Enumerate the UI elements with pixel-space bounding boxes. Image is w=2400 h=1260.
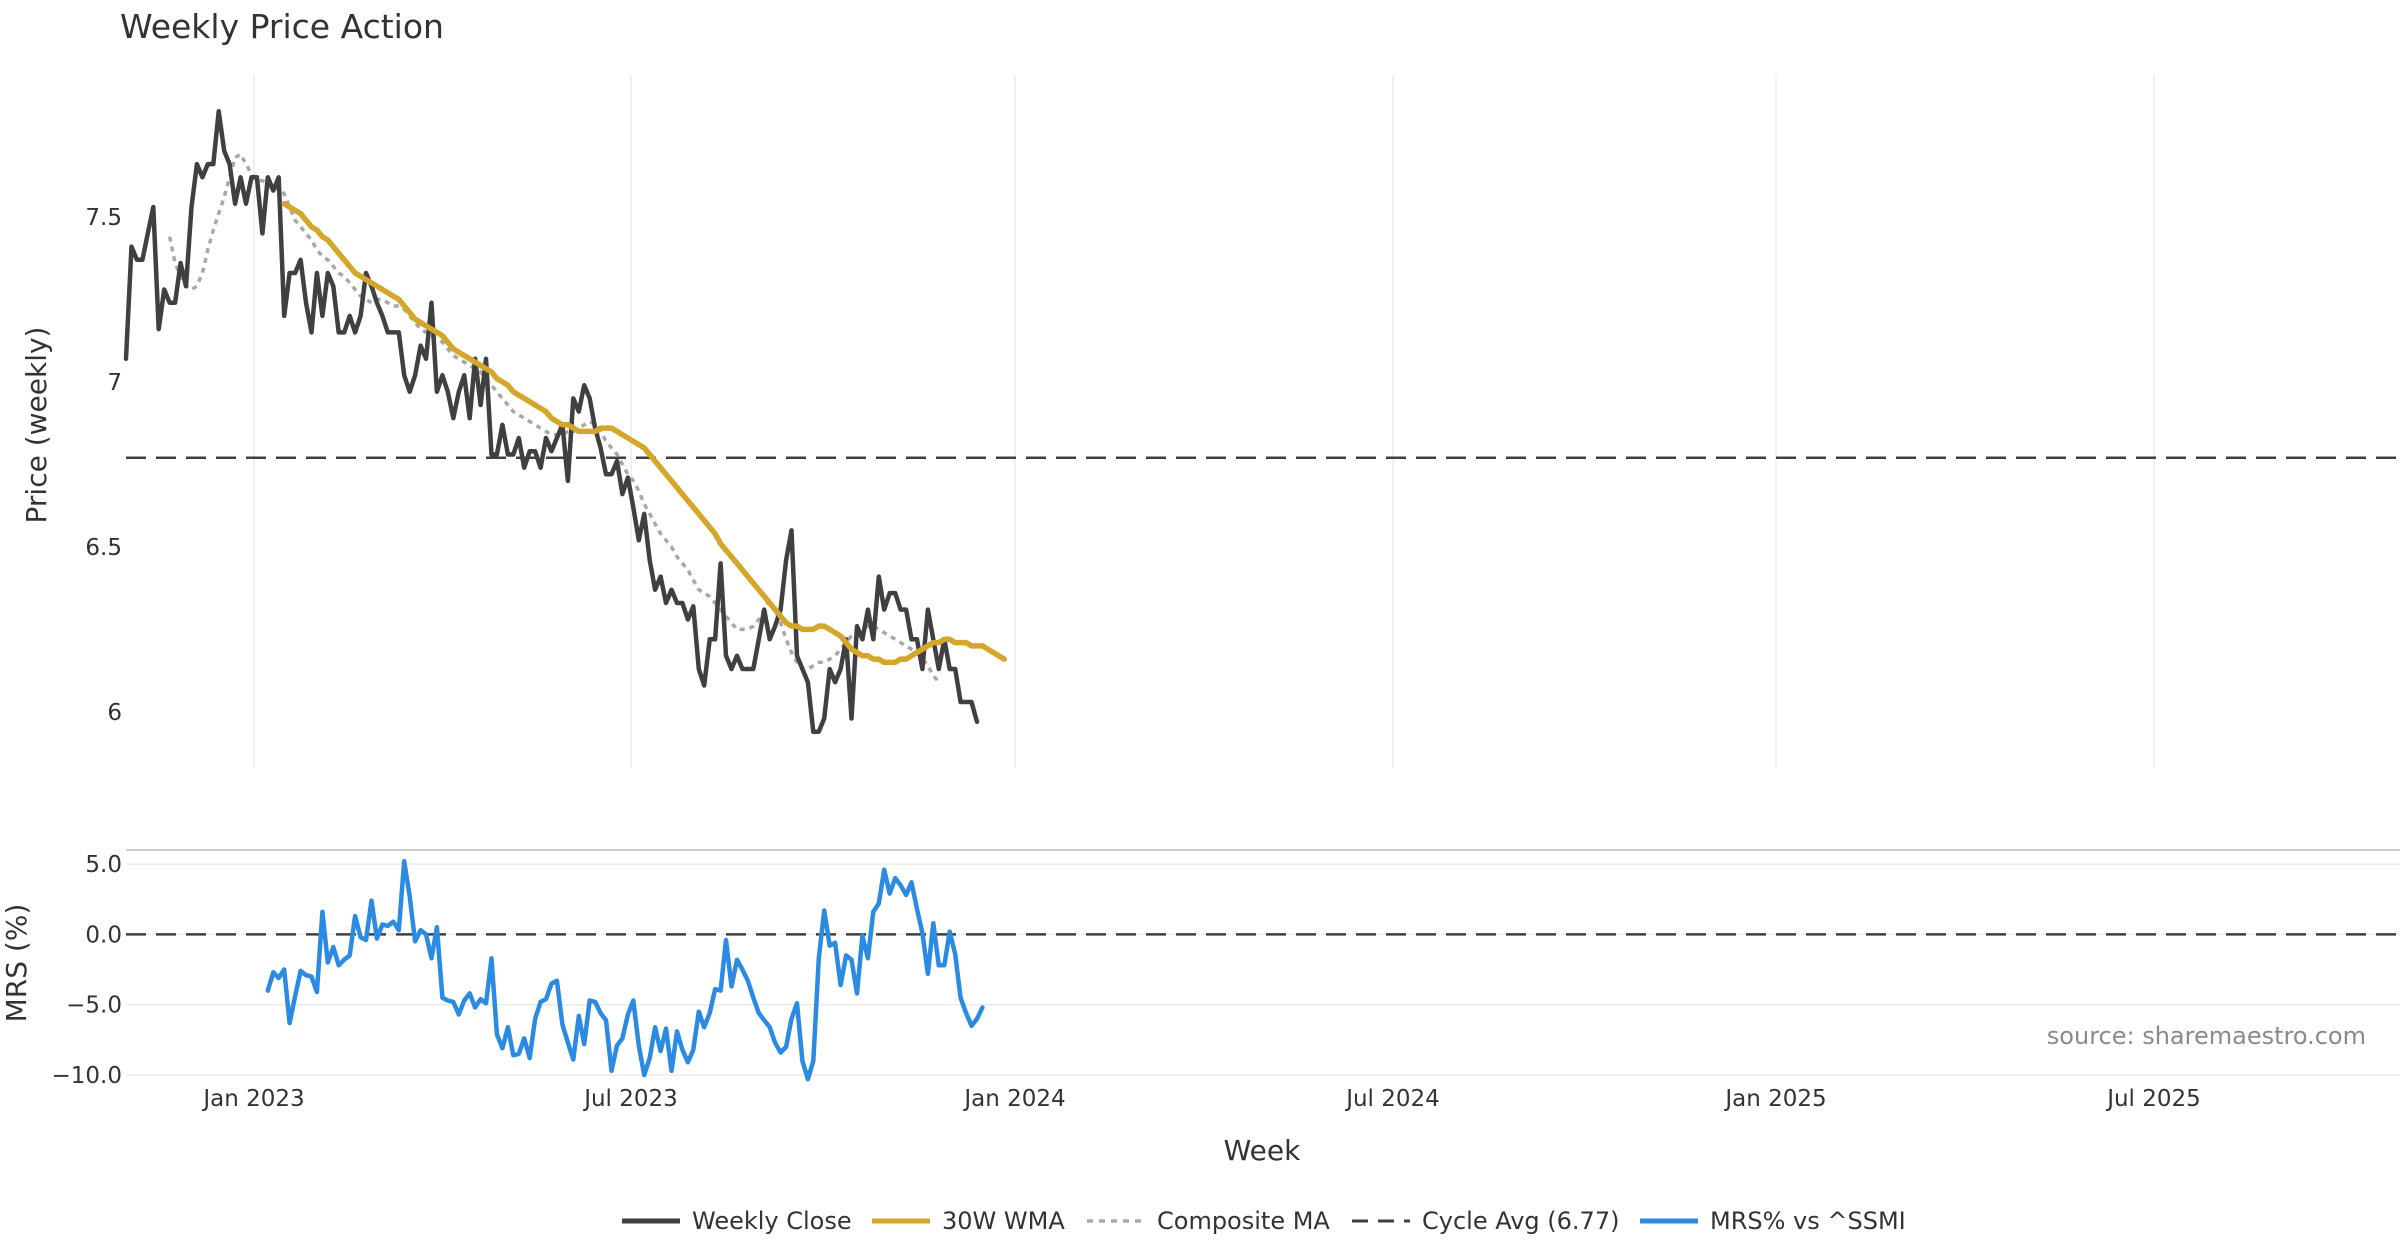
price-gridlines — [253, 75, 2155, 768]
series-weekly-close — [123, 109, 980, 734]
series-composite-ma — [167, 152, 941, 684]
legend-label: 30W WMA — [942, 1207, 1065, 1235]
legend-label: Composite MA — [1157, 1207, 1330, 1235]
chart-title: Weekly Price Action — [120, 7, 444, 46]
price-series-group — [123, 109, 2400, 734]
mrs-y-axis-title: MRS (%) — [0, 904, 33, 1023]
x-tick-label: Jan 2025 — [1723, 1086, 1826, 1112]
x-tick-label: Jan 2024 — [962, 1086, 1065, 1112]
mrs-series-group — [126, 859, 2400, 1082]
x-tick-label: Jul 2025 — [2105, 1086, 2201, 1112]
source-note: source: sharemaestro.com — [2047, 1022, 2366, 1050]
x-tick-label: Jul 2023 — [582, 1086, 678, 1112]
series-mrs-vs-ssmi — [265, 859, 985, 1082]
price-y-tick-label: 6 — [107, 700, 122, 726]
legend-label: Cycle Avg (6.77) — [1422, 1207, 1619, 1235]
x-tick-label: Jan 2023 — [201, 1086, 304, 1112]
x-tick-labels: Jan 2023 Jul 2023 Jan 2024 Jul 2024 Jan 2025… — [201, 1086, 2200, 1112]
x-tick-label: Jul 2024 — [1344, 1086, 1440, 1112]
price-y-tick-labels: 6 6.5 7 7.5 — [85, 205, 122, 726]
mrs-y-tick-label: 5.0 — [85, 852, 122, 878]
mrs-y-tick-label: 0.0 — [85, 922, 122, 948]
mrs-y-tick-label: −10.0 — [52, 1063, 122, 1089]
price-y-tick-label: 7 — [107, 370, 122, 396]
price-y-axis-title: Price (weekly) — [20, 327, 53, 524]
mrs-y-tick-label: −5.0 — [66, 993, 122, 1019]
x-axis-title: Week — [1224, 1134, 1301, 1167]
series-30w-wma — [281, 200, 1008, 666]
price-y-tick-label: 7.5 — [85, 205, 122, 231]
legend-label: MRS% vs ^SSMI — [1710, 1207, 1906, 1235]
legend-label: Weekly Close — [692, 1207, 852, 1235]
price-y-tick-label: 6.5 — [85, 535, 122, 561]
legend: Weekly Close 30W WMA Composite MA Cycle Avg… — [622, 1207, 1906, 1235]
mrs-y-tick-labels: 5.0 0.0 −5.0 −10.0 — [52, 852, 122, 1089]
